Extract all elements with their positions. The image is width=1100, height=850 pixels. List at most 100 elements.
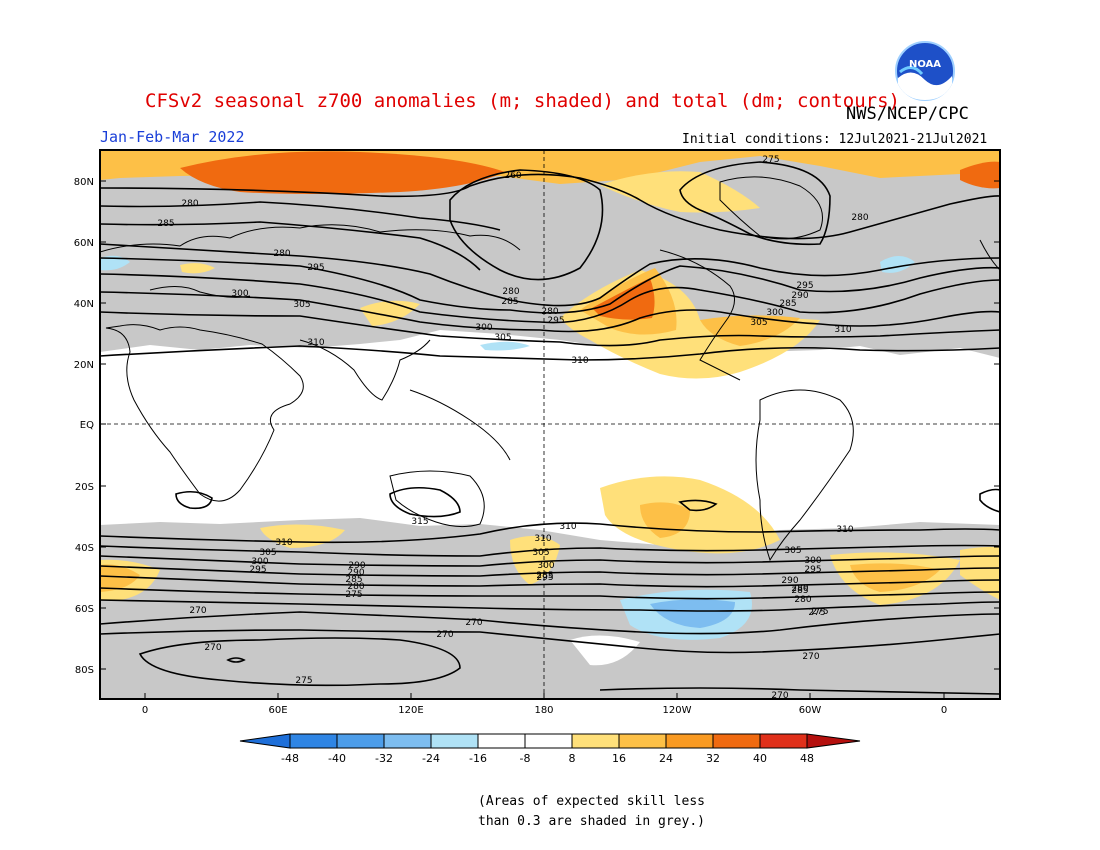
grid-lines <box>100 150 1000 699</box>
lon-label: 60W <box>799 705 822 716</box>
contour-label: 275 <box>811 607 828 617</box>
lat-label: 80S <box>75 665 94 676</box>
contour-label: 310 <box>534 534 551 544</box>
lon-label: 0 <box>941 705 947 716</box>
contour-label: 285 <box>501 297 518 307</box>
contour-label: 275 <box>762 155 779 165</box>
contour-label: 295 <box>536 573 553 583</box>
contour-label: 280 <box>791 584 808 594</box>
contour-label: 280 <box>851 213 868 223</box>
lat-label: 60S <box>75 604 94 615</box>
contour-label: 300 <box>475 323 492 333</box>
contour-label: 290 <box>347 568 364 578</box>
contour-label: 310 <box>836 525 853 535</box>
colorbar-label: -40 <box>328 752 346 765</box>
contour-label: 280 <box>541 307 558 317</box>
colorbar-bin <box>336 733 385 749</box>
map-plot-area: 260 275 280 280 285 300 280 295 280 285 … <box>100 150 1000 701</box>
contour-label: 300 <box>251 557 268 567</box>
contour-label: 300 <box>766 308 783 318</box>
contour-label: 295 <box>547 316 564 326</box>
contour-label: 280 <box>273 249 290 259</box>
noaa-logo-text: NOAA <box>909 59 941 70</box>
contour-label: 305 <box>750 318 767 328</box>
colorbar-label: 48 <box>800 752 814 765</box>
lon-label: 120E <box>398 705 423 716</box>
contour-label: 305 <box>293 300 310 310</box>
contour-label: 270 <box>189 606 206 616</box>
colorbar-label: 40 <box>753 752 767 765</box>
axis-ticks <box>100 180 1000 699</box>
footnote-line: than 0.3 are shaded in grey.) <box>478 814 705 829</box>
contour-label: 300 <box>231 289 248 299</box>
colorbar-bin <box>383 733 432 749</box>
contour-label: 310 <box>559 522 576 532</box>
contour-label: 270 <box>771 691 788 701</box>
contour-label: 305 <box>494 333 511 343</box>
contour-label: 270 <box>802 652 819 662</box>
contour-label: 280 <box>347 582 364 592</box>
contour-label: 305 <box>784 546 801 556</box>
contour-label: 290 <box>348 561 365 571</box>
lat-label: 40S <box>75 543 94 554</box>
colorbar-bin <box>571 733 620 749</box>
contour-label: 305 <box>259 548 276 558</box>
contour-label: 285 <box>536 571 553 581</box>
lon-label: 60E <box>268 705 287 716</box>
colorbar-bin <box>524 733 573 749</box>
colorbar-label: -32 <box>375 752 393 765</box>
contour-label: 300 <box>804 556 821 566</box>
agency-label: NWS/NCEP/CPC <box>846 104 969 124</box>
contour-label: 310 <box>307 338 324 348</box>
latitude-labels: 80N 60N 40N 20N EQ 20S 40S 60S 80S <box>74 177 94 676</box>
contour-label: 275 <box>295 676 312 686</box>
lat-label: 80N <box>74 177 94 188</box>
height-contours <box>100 161 1000 695</box>
colorbar-bin <box>618 733 667 749</box>
anomaly-shading <box>100 150 1000 666</box>
skill-footnote: (Areas of expected skill less than 0.3 a… <box>478 792 738 832</box>
contour-label: 285 <box>345 575 362 585</box>
contour-label: 310 <box>571 356 588 366</box>
colorbar-label: 32 <box>706 752 720 765</box>
initial-conditions-label: Initial conditions: 12Jul2021-21Jul2021 <box>682 132 988 147</box>
contour-label: 280 <box>794 595 811 605</box>
contour-label: 295 <box>249 565 266 575</box>
contour-label: 315 <box>411 517 428 527</box>
season-label: Jan-Feb-Mar 2022 <box>100 128 245 146</box>
lon-label: 0 <box>142 705 148 716</box>
contour-label: 300 <box>537 561 554 571</box>
contour-label: 295 <box>804 565 821 575</box>
colorbar-label: 24 <box>659 752 673 765</box>
noaa-logo: NOAA <box>895 41 955 101</box>
colorbar-label: 8 <box>569 752 576 765</box>
colorbar-bin <box>806 733 861 749</box>
colorbar-labels: -48 -40 -32 -24 -16 -8 8 16 24 32 40 48 <box>281 752 814 765</box>
contour-label: 270 <box>436 630 453 640</box>
contour-label: 290 <box>781 576 798 586</box>
longitude-labels: 0 60E 120E 180 120W 60W 0 <box>142 705 947 716</box>
colorbar-bin <box>712 733 761 749</box>
contour-label: 275 <box>808 608 825 618</box>
colorbar-bin <box>665 733 714 749</box>
colorbar-bin <box>289 733 338 749</box>
contour-label: 285 <box>791 586 808 596</box>
contour-label: 310 <box>834 325 851 335</box>
lon-label: 120W <box>663 705 692 716</box>
contour-labels: 260 275 280 280 285 300 280 295 280 285 … <box>157 155 868 701</box>
colorbar-label: -16 <box>469 752 487 765</box>
contour-label: 285 <box>157 219 174 229</box>
contour-label: 275 <box>345 590 362 600</box>
contour-label: 280 <box>181 199 198 209</box>
colorbar-bin <box>759 733 808 749</box>
contour-label: 280 <box>502 287 519 297</box>
map-title: CFSv2 seasonal z700 anomalies (m; shaded… <box>145 90 900 112</box>
contour-label: 295 <box>307 263 324 273</box>
contour-label: 310 <box>275 538 292 548</box>
lat-label: 60N <box>74 238 94 249</box>
contour-label: 270 <box>465 618 482 628</box>
colorbar-label: 16 <box>612 752 626 765</box>
grey-skill-mask <box>100 150 1000 699</box>
colorbar-bin <box>430 733 479 749</box>
